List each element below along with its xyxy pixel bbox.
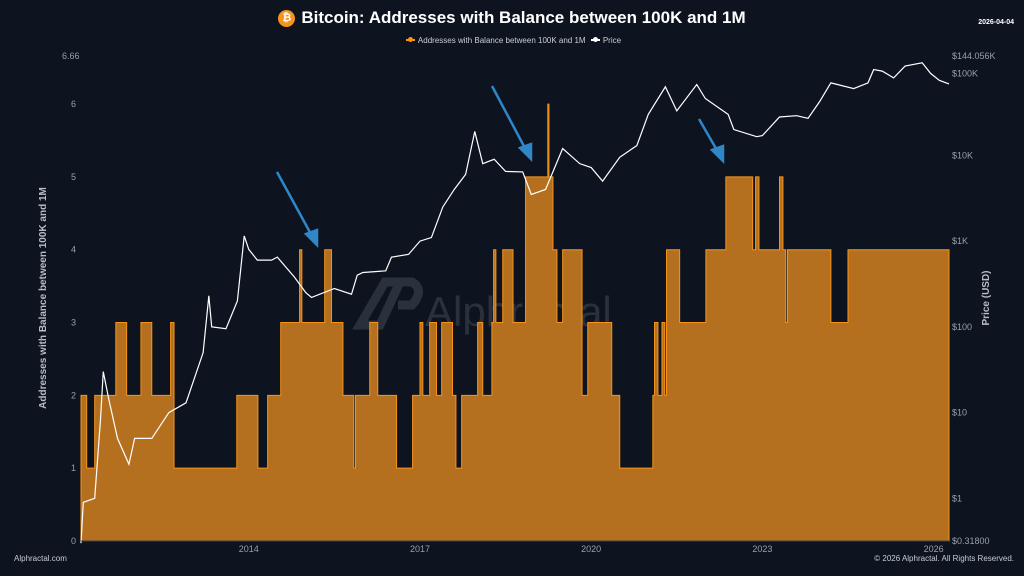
left-tick-label: 1: [71, 463, 76, 473]
right-tick-label: $0.31800: [952, 536, 990, 546]
legend-label-addresses: Addresses with Balance between 100K and …: [417, 36, 586, 45]
left-tick-label: 6.66: [62, 51, 80, 61]
x-tick-label: 2026: [924, 544, 944, 554]
arrow-icon: [275, 171, 314, 237]
chart-title: ₿ Bitcoin: Addresses with Balance between…: [0, 8, 1024, 28]
legend-item-price[interactable]: Price: [588, 36, 621, 45]
left-tick-label: 2: [71, 390, 76, 400]
right-tick-label: $100K: [952, 69, 978, 79]
right-tick-label: $10K: [952, 150, 973, 160]
legend-item-addresses[interactable]: Addresses with Balance between 100K and …: [403, 36, 586, 45]
price-line: [80, 62, 950, 544]
footer-copyright: © 2026 Alphractal. All Rights Reserved.: [874, 554, 1014, 563]
legend: Addresses with Balance between 100K and …: [0, 36, 1024, 45]
left-tick-label: 5: [71, 172, 76, 182]
left-tick-label: 4: [71, 245, 76, 255]
addresses-series: [80, 103, 950, 542]
right-axis-label: Price (USD): [981, 270, 992, 325]
x-axis-ticks: 2014 2017 2020 2023 2026: [239, 544, 944, 554]
arrow-icon: [490, 85, 528, 151]
x-tick-label: 2020: [581, 544, 601, 554]
arrow-icon: [697, 118, 720, 153]
title-text: Bitcoin: Addresses with Balance between …: [301, 8, 746, 27]
footer-site: Alphractal.com: [14, 554, 67, 563]
right-tick-label: $1K: [952, 236, 968, 246]
right-tick-label: $100: [952, 322, 972, 332]
left-tick-label: 0: [71, 536, 76, 546]
right-tick-label: $10: [952, 408, 967, 418]
left-axis-label: Addresses with Balance between 100K and …: [38, 187, 49, 409]
arrow-head-icon: [709, 144, 725, 165]
left-tick-label: 6: [71, 99, 76, 109]
left-axis-ticks: 0 1 2 3 4 5 6 6.66: [62, 51, 80, 546]
date-stamp: 2026-04-04: [978, 19, 1014, 26]
x-tick-label: 2023: [752, 544, 772, 554]
left-tick-label: 3: [71, 318, 76, 328]
right-tick-label: $1: [952, 493, 962, 503]
x-tick-label: 2017: [410, 544, 430, 554]
annotation-arrows: [275, 85, 725, 249]
legend-marker-price: [590, 37, 600, 42]
bitcoin-icon: ₿: [278, 10, 296, 27]
arrow-head-icon: [303, 228, 319, 249]
right-tick-label: $144.056K: [952, 51, 996, 61]
right-axis-ticks: $0.31800 $1 $10 $100 $1K $10K $100K $144.056K: [952, 51, 996, 546]
addresses-step-area: [80, 103, 950, 542]
price-series: [80, 62, 950, 544]
arrow-head-icon: [517, 142, 533, 163]
legend-label-price: Price: [602, 36, 622, 45]
x-tick-label: 2014: [239, 544, 259, 554]
legend-marker-addresses: [405, 37, 415, 42]
watermark-logo-icon: [352, 277, 423, 330]
